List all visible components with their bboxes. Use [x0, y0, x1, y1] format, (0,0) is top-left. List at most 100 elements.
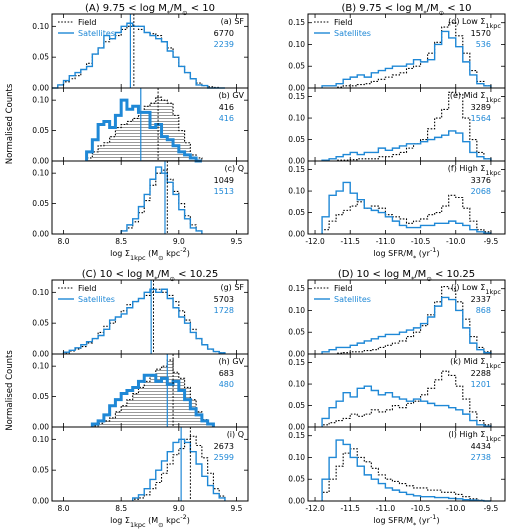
x-axis-label-part: (yr [416, 516, 430, 525]
y-tick-label: 0.00 [32, 350, 49, 359]
satellite-histogram [321, 439, 491, 502]
y-tick-label: 0.05 [32, 466, 49, 475]
x-axis-label-part: -1 [430, 513, 436, 521]
y-tick-label: 0.10 [288, 306, 305, 315]
field-count: 2337 [471, 295, 491, 304]
x-axis-label-part: 1kpc [130, 254, 146, 262]
y-tick-label: 0.00 [288, 157, 305, 166]
legend-field-label: Field [78, 284, 96, 293]
legend-satellite-label: Satellites [78, 29, 115, 38]
field-count: 416 [219, 103, 234, 112]
y-tick-label: 0.00 [288, 497, 305, 506]
panel-label: (d) Low Σ1kpc [448, 17, 501, 30]
panel-label-part: (e) Mid Σ [450, 91, 486, 100]
panel-label: (f) High Σ1kpc [448, 164, 502, 177]
field-histogram [132, 435, 226, 501]
field-histogram [86, 96, 203, 161]
field-hatch-fill [92, 360, 214, 427]
y-tick-label: 0.05 [288, 135, 305, 144]
field-count: 1049 [214, 176, 234, 185]
x-tick-label: -12.0 [305, 237, 325, 246]
chart-title-part: * [167, 9, 171, 17]
panel-0-0: 0.00 0.05 0.10 (a) SF 6770 2239 Field Satellite… [32, 13, 249, 93]
panel-label: (e) Mid Σ1kpc [450, 91, 502, 104]
satellite-count: 480 [219, 380, 234, 389]
x-tick-label: -9.5 [484, 504, 499, 513]
chart-title-part: ⊙ [169, 275, 174, 283]
panel-frame [307, 160, 506, 235]
y-tick-label: 0.10 [32, 435, 49, 444]
panel-label-part: 1kpc [485, 96, 501, 104]
satellite-histogram [62, 288, 226, 354]
x-axis-label-part: ⊙ [158, 521, 163, 529]
field-histogram [321, 370, 492, 427]
y-tick-label: 0.10 [288, 40, 305, 49]
chart-title-part: ⊙ [426, 275, 431, 283]
x-axis-label-part: (M [146, 516, 159, 525]
chart-title-part: < 10 [188, 3, 215, 14]
panel-label-part: 1kpc [485, 169, 501, 177]
satellite-count: 536 [476, 40, 491, 49]
panel-2-2: 0.00 0.05 0.10 8.0 8.5 9.0 9.5 (i) Q 2673 2599 [32, 426, 249, 513]
y-tick-label: 0.05 [288, 208, 305, 217]
chart-title-part: /M [157, 269, 169, 280]
x-axis-label-part: ⊙ [158, 254, 163, 262]
field-count: 683 [219, 369, 234, 378]
y-tick-label: 0.00 [32, 230, 49, 239]
field-count: 6770 [214, 29, 234, 38]
satellite-count: 868 [476, 306, 491, 315]
chart-title: (A) 9.75 < log M*/M⊙ < 10 [85, 3, 215, 17]
y-tick-label: 0.15 [288, 431, 305, 440]
x-tick-label: -10.0 [446, 237, 466, 246]
legend-satellite-label: Satellites [78, 295, 115, 304]
x-tick-label: 9.0 [173, 237, 185, 246]
y-tick-label: 0.15 [288, 165, 305, 174]
x-axis-label: log SFR/M* (yr-1) [373, 246, 439, 262]
y-tick-label: 0.05 [32, 53, 49, 62]
y-tick-label: 0.05 [288, 328, 305, 337]
y-tick-label: 0.10 [288, 114, 305, 123]
panel-label-part: (c) Q [225, 164, 244, 173]
panel-label-part: (k) Mid Σ [450, 357, 485, 366]
satellite-count: 1201 [471, 380, 491, 389]
panel-2-0: 0.00 0.05 0.10 (g) SF 5703 1728 Field Satellite… [32, 279, 249, 359]
panel-frame [51, 160, 249, 235]
panel-label: (b) GV [218, 91, 244, 100]
field-histogram [322, 22, 492, 89]
y-axis-label: Normalised Counts [5, 350, 15, 431]
panel-label: (a) SF [221, 17, 245, 26]
x-axis-label-part: 1kpc [130, 521, 146, 529]
panel-label: (c) Q [225, 164, 244, 173]
x-tick-label: 8.5 [115, 504, 127, 513]
satellite-histogram [321, 30, 492, 88]
y-tick-label: 0.00 [32, 423, 49, 432]
y-tick-label: 0.15 [288, 358, 305, 367]
x-axis-label: log Σ1kpc (M⊙ kpc-2) [110, 246, 190, 262]
field-count: 4434 [471, 442, 491, 451]
x-tick-label: 8.0 [58, 504, 70, 513]
panel-0-1: 0.00 0.05 0.10 (b) GV 416 416 [32, 87, 249, 166]
chart-title-part: < 10.25 [175, 269, 218, 280]
satellite-count: 2239 [214, 40, 234, 49]
x-tick-label: 8.0 [58, 237, 70, 246]
y-tick-label: 0.00 [288, 423, 305, 432]
satellite-histogram [321, 130, 492, 161]
chart-title: (D) 10 < log M*/M⊙ < 10.25 [338, 269, 475, 283]
panel-frame [307, 426, 506, 502]
y-tick-label: 0.10 [288, 187, 305, 196]
chart-title-part: /M [414, 269, 426, 280]
y-tick-label: 0.05 [32, 199, 49, 208]
panel-label-part: (d) Low Σ [448, 17, 485, 26]
x-tick-label: -10.5 [411, 237, 431, 246]
y-tick-label: 0.00 [288, 350, 305, 359]
chart-title-part: ⊙ [182, 9, 187, 17]
chart-title: (B) 9.75 < log M*/M⊙ < 10 [341, 3, 471, 17]
legend-field-label: Field [334, 284, 352, 293]
field-count: 2288 [471, 369, 491, 378]
chart-title-part: /M [170, 3, 182, 14]
legend-satellite-label: Satellites [334, 295, 371, 304]
panel-1-2: 0.00 0.05 0.10 0.15 -12.0 -11.5 -11.0 -10.5 -10.… [288, 160, 506, 246]
